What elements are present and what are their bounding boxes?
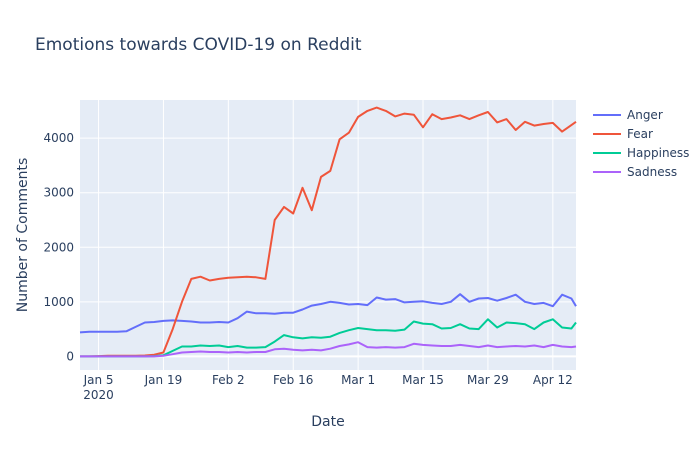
y-axis-ticks: 0 1000 2000 3000 4000 — [43, 131, 74, 363]
x-tick-sublabel: 2020 — [83, 388, 114, 402]
x-tick-label: Mar 29 — [467, 373, 509, 387]
x-tick-label: Feb 16 — [273, 373, 313, 387]
y-tick-label: 2000 — [43, 240, 74, 254]
x-tick-label: Jan 19 — [144, 373, 183, 387]
x-tick-label: Apr 12 — [533, 373, 573, 387]
legend: Anger Fear Happiness Sadness — [593, 108, 689, 179]
y-tick-label: 4000 — [43, 131, 74, 145]
plot-area — [80, 100, 576, 370]
legend-label-anger: Anger — [627, 108, 663, 122]
legend-label-sadness: Sadness — [627, 165, 677, 179]
chart-title: Emotions towards COVID-19 on Reddit — [35, 35, 362, 55]
series-line-fear — [80, 106, 577, 358]
x-tick-label: Mar 15 — [402, 373, 444, 387]
x-axis-label: Date — [311, 414, 344, 430]
x-tick-label: Feb 2 — [212, 373, 245, 387]
y-tick-label: 1000 — [43, 295, 74, 309]
x-tick-label: Mar 1 — [341, 373, 375, 387]
legend-label-happiness: Happiness — [627, 146, 689, 160]
series-line-sadness — [80, 341, 577, 358]
y-axis-label: Number of Comments — [15, 158, 31, 313]
series-line-anger — [79, 293, 577, 334]
legend-label-fear: Fear — [627, 127, 653, 141]
y-tick-label: 0 — [66, 349, 74, 363]
x-tick-label: Jan 5 — [83, 373, 114, 387]
series-lines — [79, 106, 577, 358]
y-tick-label: 3000 — [43, 186, 74, 200]
